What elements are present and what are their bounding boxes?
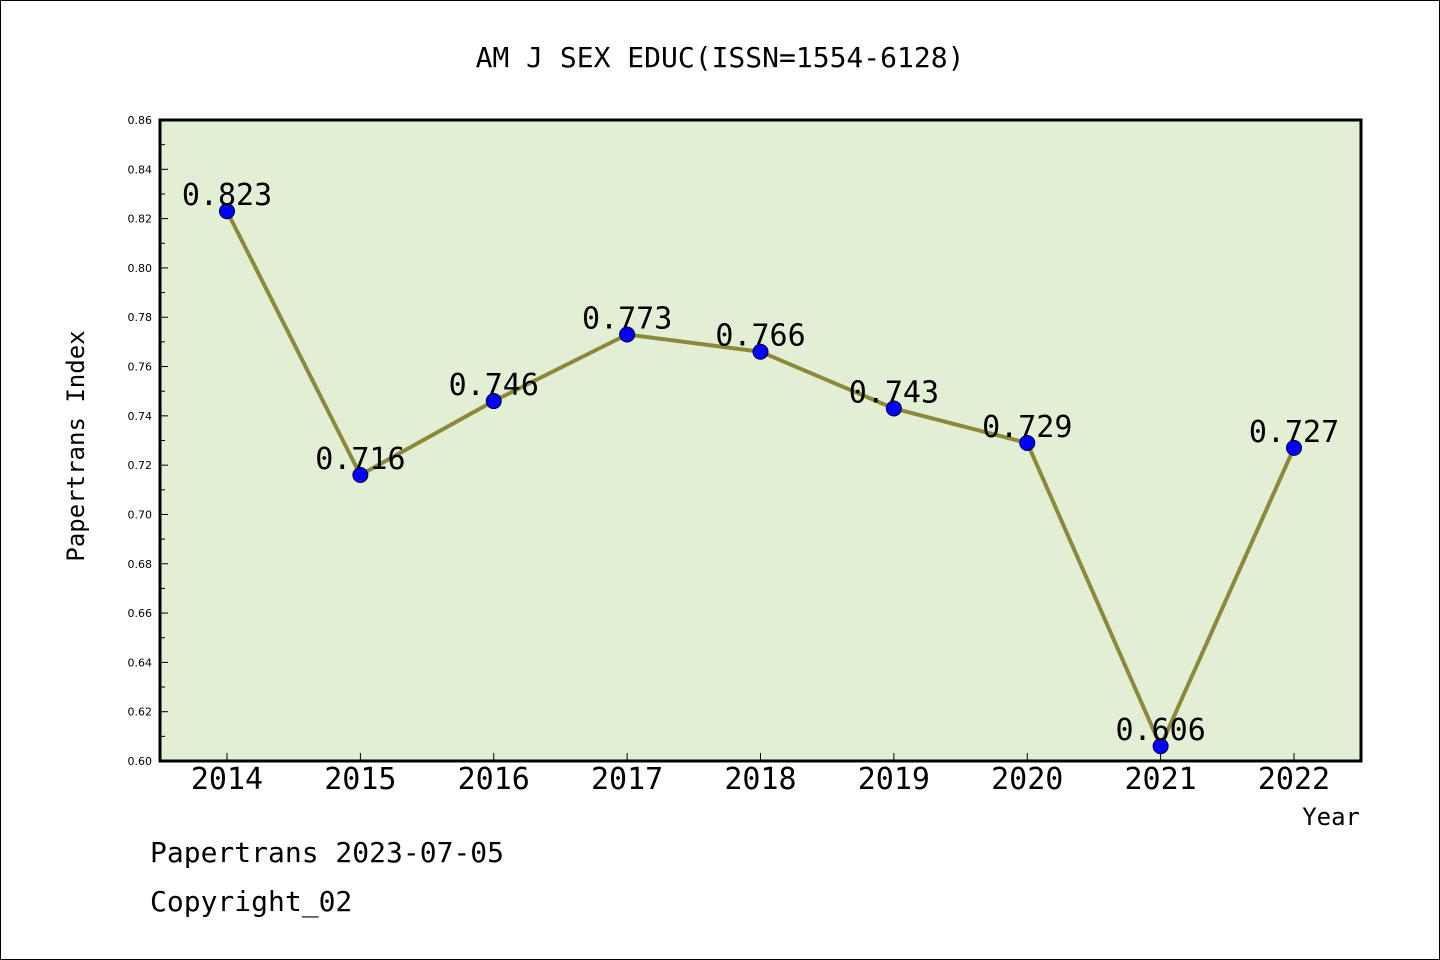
x-axis: 2014 2015 2016 2017 2018 2019 2020 2021 2022 <box>191 753 1330 797</box>
footer-copyright: Copyright_02 <box>150 885 353 918</box>
data-label: 0.746 <box>449 368 539 403</box>
data-label: 0.606 <box>1115 713 1205 748</box>
data-point <box>485 393 502 410</box>
x-tick-label: 2014 <box>191 762 263 797</box>
y-axis-label: Papertrans Index <box>62 330 90 561</box>
plot-area <box>158 118 1363 763</box>
chart-title: AM J SEX EDUC(ISSN=1554-6128) <box>476 41 965 74</box>
x-tick-label: 2021 <box>1125 762 1197 797</box>
y-tick-label: 0.72 <box>128 459 153 472</box>
data-point <box>352 467 369 484</box>
y-tick-label: 0.68 <box>128 558 153 571</box>
y-tick-label: 0.86 <box>128 114 153 127</box>
x-axis-label: Year <box>1302 803 1360 831</box>
data-label: 0.766 <box>715 319 805 354</box>
x-tick-label: 2015 <box>324 762 396 797</box>
y-tick-label: 0.66 <box>128 607 153 620</box>
x-tick-label: 2022 <box>1258 762 1330 797</box>
y-axis: 0.60 0.62 0.64 0.66 0.68 0.70 0.72 0.74 0.76 0.78… <box>128 114 168 768</box>
y-tick-label: 0.82 <box>128 213 153 226</box>
series-layer: 0.823 0.716 0.746 0.773 0.766 0.743 0.729 0.606… <box>182 178 1339 755</box>
x-tick-label: 2017 <box>591 762 663 797</box>
data-point <box>619 326 636 343</box>
x-tick-label: 2020 <box>991 762 1063 797</box>
y-tick-label: 0.84 <box>128 163 153 176</box>
data-point <box>1286 439 1302 456</box>
x-tick-label: 2018 <box>724 762 796 797</box>
data-label: 0.773 <box>582 301 672 336</box>
y-tick-label: 0.70 <box>128 508 153 521</box>
data-label: 0.729 <box>982 410 1072 445</box>
y-tick-label: 0.64 <box>128 656 153 669</box>
y-tick-label: 0.78 <box>128 311 153 324</box>
y-tick-label: 0.62 <box>128 706 153 719</box>
data-label: 0.743 <box>849 375 939 410</box>
data-label: 0.823 <box>182 178 272 213</box>
y-tick-label: 0.60 <box>128 755 153 768</box>
data-point <box>1019 434 1036 451</box>
data-point <box>1152 738 1169 755</box>
data-point <box>752 343 769 360</box>
x-tick-label: 2019 <box>858 762 930 797</box>
footer-date: Papertrans 2023-07-05 <box>150 836 505 869</box>
data-label: 0.727 <box>1249 415 1339 450</box>
y-tick-label: 0.74 <box>128 410 153 423</box>
y-tick-label: 0.80 <box>128 262 153 275</box>
data-label: 0.716 <box>315 442 405 477</box>
data-point <box>885 400 902 417</box>
x-tick-label: 2016 <box>458 762 530 797</box>
data-point <box>219 203 235 220</box>
y-tick-label: 0.76 <box>128 361 153 374</box>
